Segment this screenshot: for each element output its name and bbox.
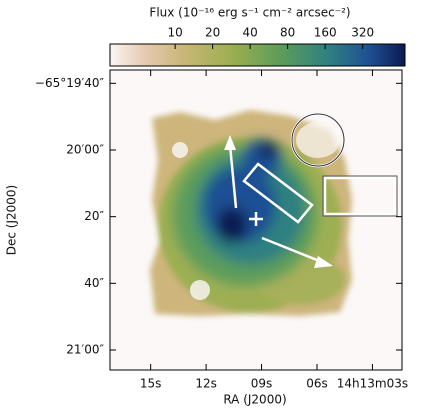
x-tick-label: 15s xyxy=(140,377,162,391)
flux-map xyxy=(150,110,352,316)
colorbar-tick-label: 160 xyxy=(314,26,337,40)
colorbar-tick-label: 80 xyxy=(280,26,295,40)
y-tick-label: 40″ xyxy=(84,276,104,290)
y-axis-label: Dec (J2000) xyxy=(5,185,19,255)
colorbar-tick-label: 320 xyxy=(351,26,374,40)
colorbar-label: Flux (10⁻¹⁶ erg s⁻¹ cm⁻² arcsec⁻²) xyxy=(149,6,350,20)
x-axis-label: RA (J2000) xyxy=(223,393,286,407)
colorbar-tick-label: 40 xyxy=(243,26,258,40)
x-tick-label: 12s xyxy=(195,377,217,391)
x-tick-label: 14h13m03s xyxy=(337,377,408,391)
x-tick-label: 06s xyxy=(306,377,328,391)
x-tick-label: 09s xyxy=(251,377,273,391)
colorbar xyxy=(109,43,406,67)
y-tick-label: 20″ xyxy=(84,209,104,223)
colorbar-tick-label: 10 xyxy=(167,26,182,40)
y-tick-label: 21′00″ xyxy=(66,343,104,357)
overlays xyxy=(224,112,398,268)
colorbar-tick-label: 20 xyxy=(205,26,220,40)
y-tick-label: −65°19′40″ xyxy=(35,76,105,90)
axes-frame xyxy=(109,69,403,371)
y-tick-label: 20′00″ xyxy=(66,143,104,157)
